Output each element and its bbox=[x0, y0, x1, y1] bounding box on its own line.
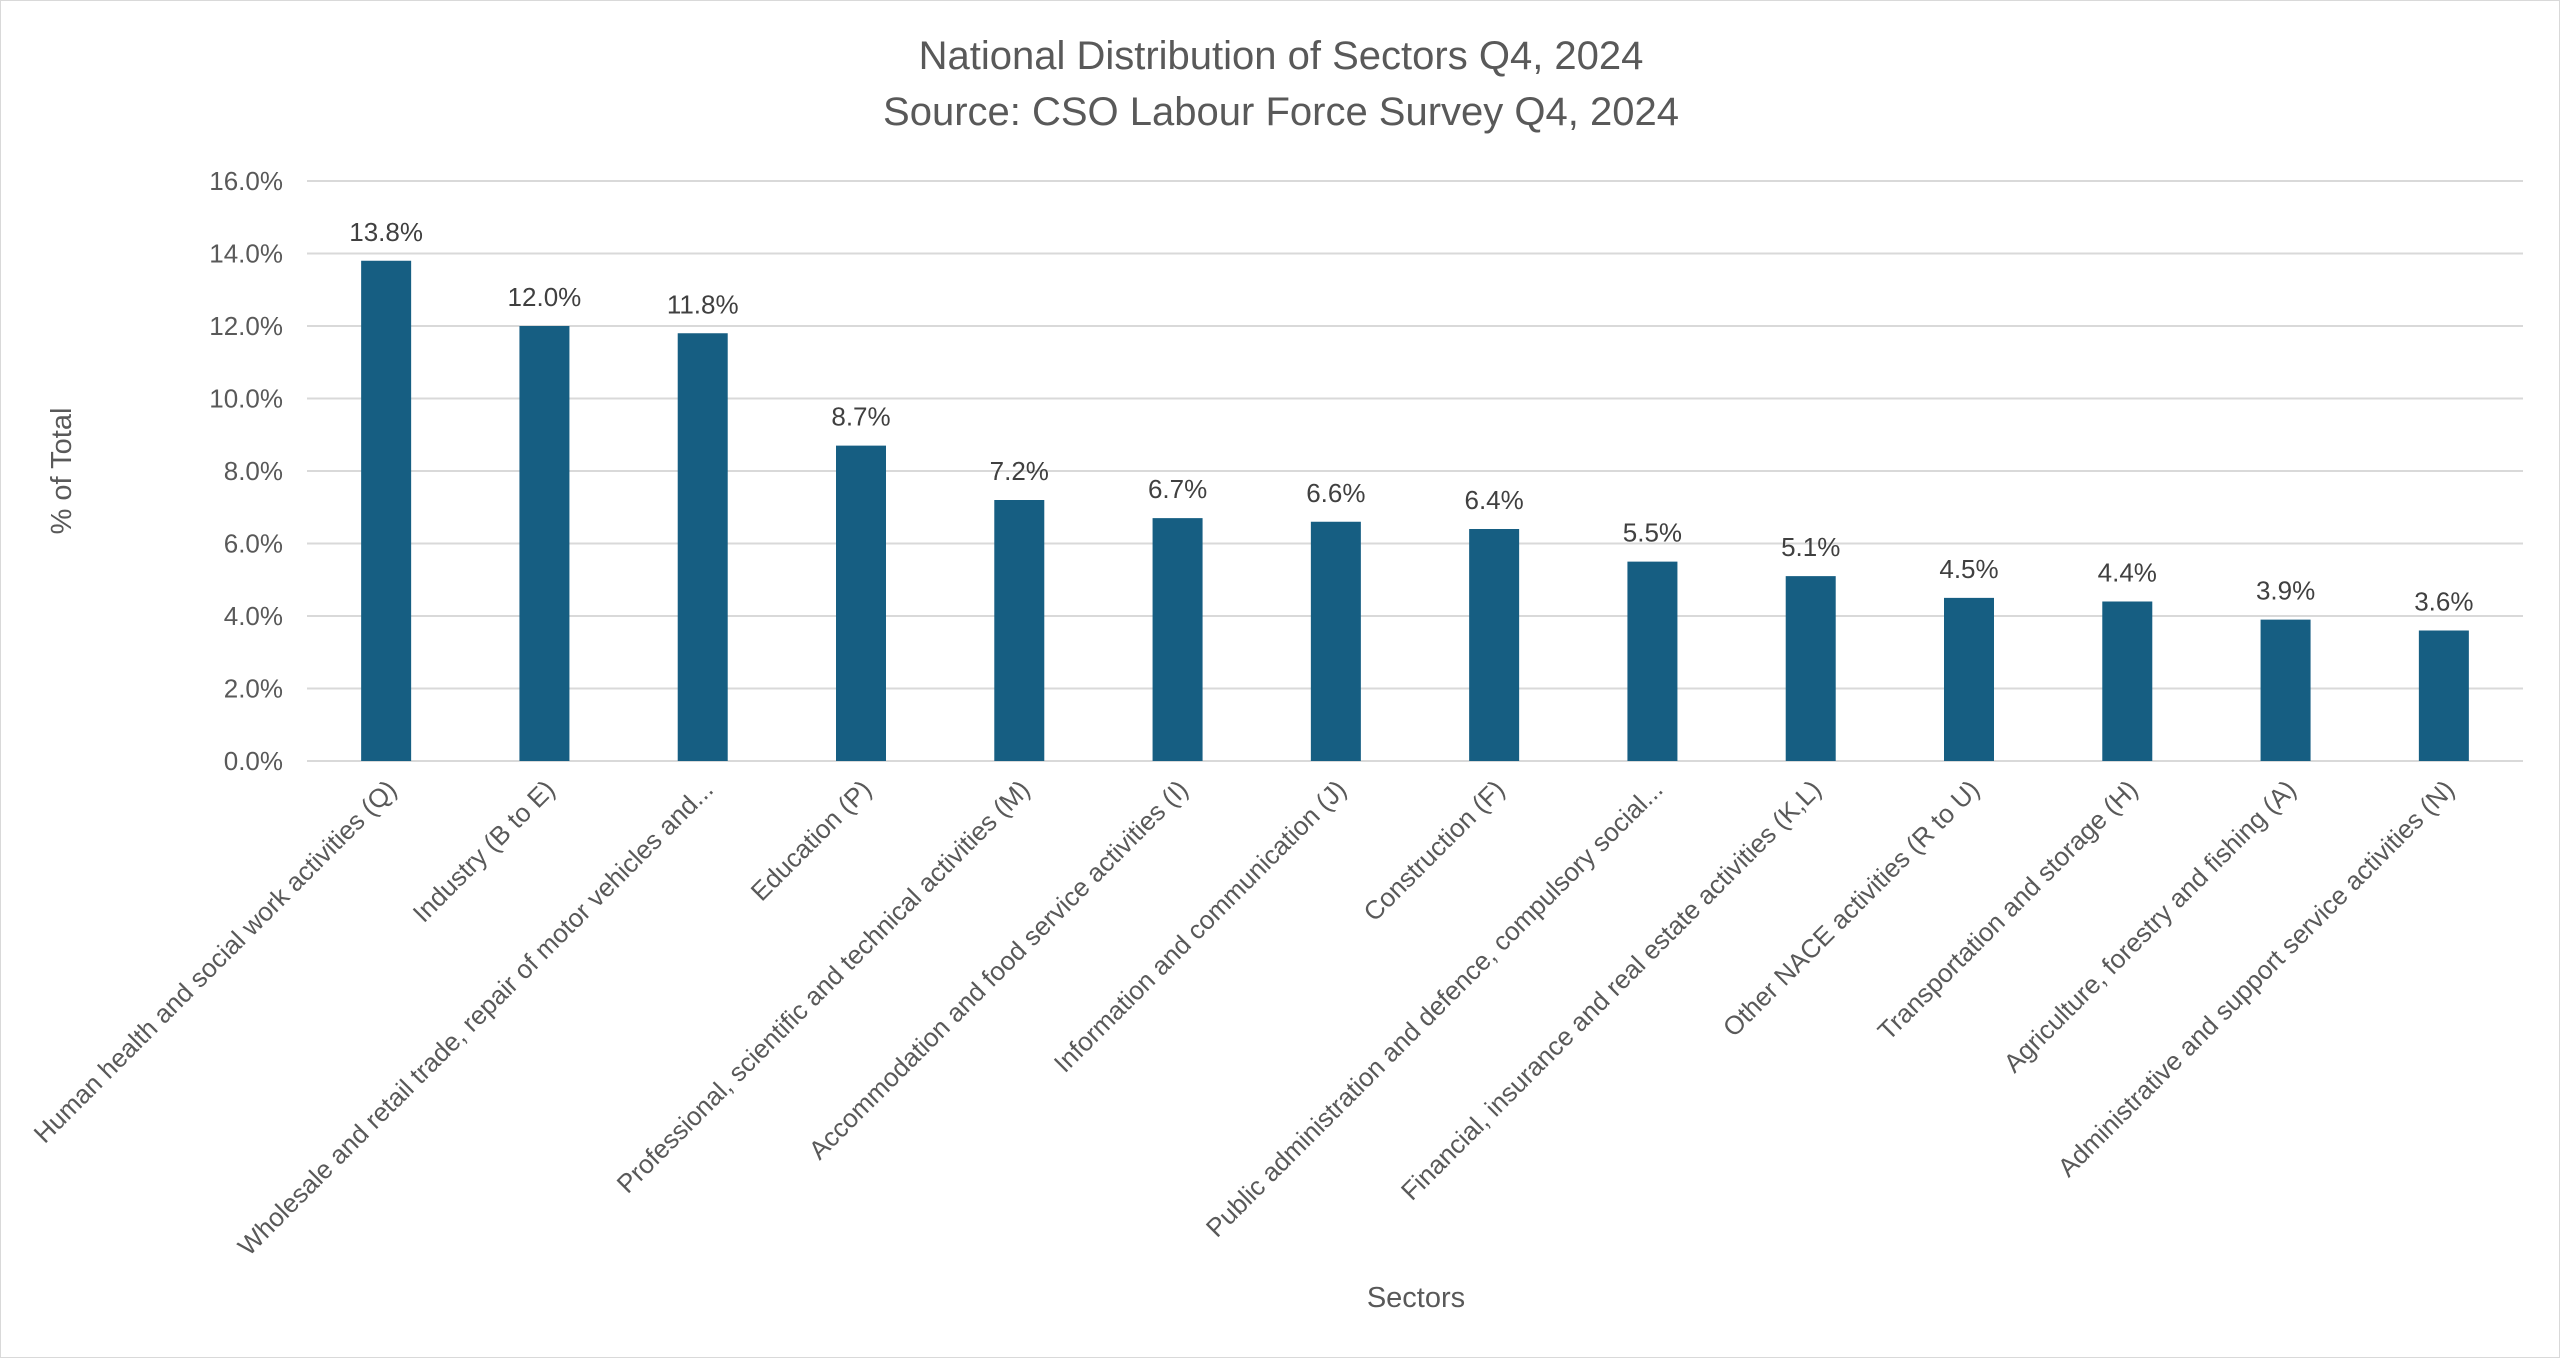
data-label: 6.6% bbox=[1306, 478, 1365, 508]
bar bbox=[1310, 521, 1361, 761]
data-label: 13.8% bbox=[349, 217, 423, 247]
y-axis-ticks: 0.0% 2.0% 4.0% 6.0% 8.0% 10.0% 12.0% 14.0% 16.0% bbox=[209, 166, 283, 776]
bar bbox=[2260, 619, 2311, 761]
chart-subtitle: Source: CSO Labour Force Survey Q4, 2024 bbox=[883, 90, 1679, 134]
data-label: 12.0% bbox=[508, 282, 582, 312]
data-label: 6.7% bbox=[1148, 474, 1207, 504]
x-tick-label: Industry (B to E) bbox=[407, 774, 561, 928]
x-axis-title: Sectors bbox=[1367, 1282, 1465, 1314]
bar bbox=[1152, 518, 1203, 761]
y-tick-label: 10.0% bbox=[209, 384, 283, 414]
bar bbox=[1469, 529, 1520, 761]
bar bbox=[2418, 630, 2469, 761]
data-label: 11.8% bbox=[667, 289, 739, 319]
x-tick-label: Human health and social work activities … bbox=[28, 774, 403, 1149]
gridlines bbox=[307, 180, 2523, 762]
data-label: 5.5% bbox=[1623, 518, 1682, 548]
x-tick-label: Education (P) bbox=[745, 774, 878, 907]
bar bbox=[1785, 576, 1836, 761]
bar bbox=[361, 260, 412, 761]
y-axis-title: % of Total bbox=[46, 408, 78, 535]
data-label: 4.4% bbox=[2098, 558, 2157, 588]
bar bbox=[1627, 561, 1678, 761]
bar bbox=[836, 445, 886, 761]
x-axis-categories: Human health and social work activities … bbox=[28, 774, 2460, 1261]
bar bbox=[677, 333, 728, 761]
bar bbox=[1944, 597, 1994, 761]
y-tick-label: 2.0% bbox=[224, 674, 283, 704]
y-tick-label: 8.0% bbox=[224, 456, 283, 486]
chart-title: National Distribution of Sectors Q4, 202… bbox=[919, 34, 1644, 78]
y-tick-label: 0.0% bbox=[224, 746, 283, 776]
x-tick-label: Construction (F) bbox=[1357, 774, 1510, 927]
y-tick-label: 14.0% bbox=[209, 239, 283, 269]
data-label: 5.1% bbox=[1781, 532, 1840, 562]
data-label: 4.5% bbox=[1939, 554, 1998, 584]
x-tick-label: Information and communication (J) bbox=[1048, 774, 1352, 1078]
data-label: 3.6% bbox=[2414, 587, 2473, 617]
data-label: 7.2% bbox=[990, 456, 1049, 486]
x-tick-label: Agriculture, forestry and fishing (A) bbox=[1998, 774, 2302, 1078]
bar bbox=[519, 326, 570, 761]
bars bbox=[361, 260, 2469, 761]
bar bbox=[994, 500, 1045, 761]
x-tick-label: Other NACE activities (R to U) bbox=[1717, 774, 1985, 1042]
y-tick-label: 4.0% bbox=[224, 601, 283, 631]
x-tick-label: Transportation and storage (H) bbox=[1872, 774, 2144, 1046]
y-tick-label: 6.0% bbox=[224, 529, 283, 559]
data-label: 6.4% bbox=[1465, 485, 1524, 515]
bar bbox=[2102, 601, 2153, 761]
y-tick-label: 16.0% bbox=[209, 166, 283, 196]
data-labels: 13.8% 12.0% 11.8% 8.7% 7.2% 6.7% 6.6% 6.4% 5.5% 5… bbox=[349, 217, 2473, 617]
data-label: 3.9% bbox=[2256, 576, 2315, 606]
y-tick-label: 12.0% bbox=[209, 311, 283, 341]
data-label: 8.7% bbox=[831, 402, 890, 432]
